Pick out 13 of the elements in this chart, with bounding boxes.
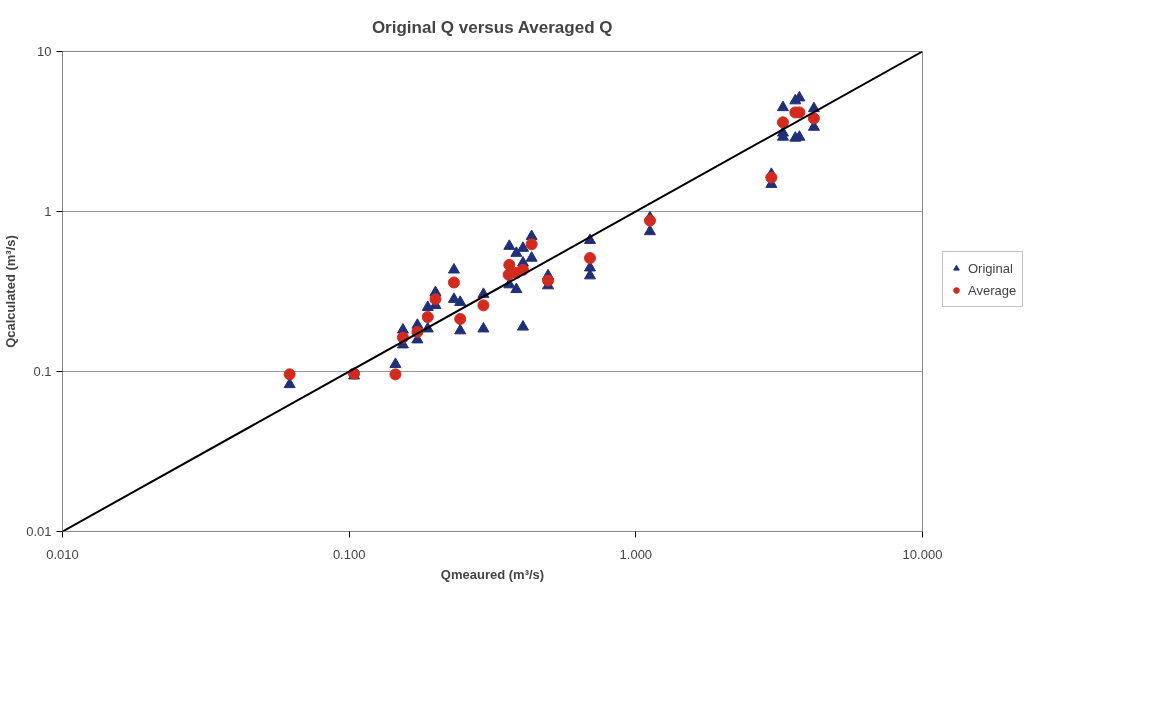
legend-label: Original [968, 260, 1013, 276]
y-tick-label: 1 [44, 204, 52, 219]
y-axis-title: Qcalculated (m³/s) [3, 235, 19, 348]
x-tick-label: 0.010 [46, 546, 79, 562]
chart-title: Original Q versus Averaged Q [371, 17, 613, 37]
y-tick-label: 0.01 [26, 524, 52, 539]
y-tick-label: 0.1 [33, 364, 52, 379]
x-tick-label: 1.000 [619, 546, 653, 562]
legend-label: Average [968, 282, 1017, 298]
x-tick-label: 0.100 [332, 546, 366, 562]
x-tick-label: 10.000 [902, 546, 943, 562]
y-tick-label: 10 [37, 44, 52, 59]
x-axis-title: Qmeaured (m³/s) [440, 566, 545, 582]
